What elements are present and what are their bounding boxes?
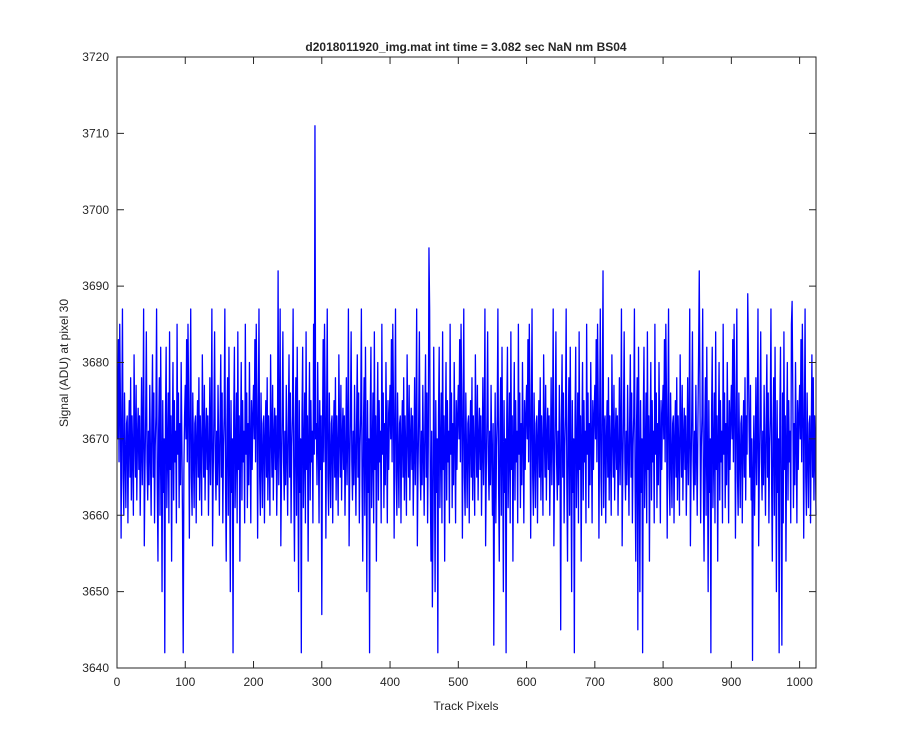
series-line [117,125,817,662]
plot-area: 0 100 200 300 400 500 600 700 800 900 1000 3640 3650… [82,50,817,689]
x-tick-label: 200 [244,675,264,689]
x-tick-label: 0 [114,675,121,689]
chart-title: d2018011920_img.mat int time = 3.082 sec… [305,40,627,54]
y-tick-label: 3670 [82,432,109,446]
x-tick-label: 700 [585,675,605,689]
y-axis-label: Signal (ADU) at pixel 30 [57,299,71,427]
x-tick-label: 1000 [786,675,813,689]
x-tick-label: 900 [721,675,741,689]
x-tick-label: 400 [380,675,400,689]
y-tick-label: 3660 [82,508,109,522]
y-tick-label: 3640 [82,661,109,675]
x-tick-label: 500 [448,675,468,689]
x-tick-label: 300 [312,675,332,689]
y-tick-label: 3710 [82,126,109,140]
x-tick-label: 600 [517,675,537,689]
x-tick-label: 100 [175,675,195,689]
y-tick-label: 3650 [82,585,109,599]
y-tick-label: 3680 [82,356,109,370]
y-tick-label: 3720 [82,50,109,64]
y-tick-label: 3700 [82,203,109,217]
y-tick-label: 3690 [82,279,109,293]
x-axis-label: Track Pixels [434,699,499,713]
x-tick-label: 800 [653,675,673,689]
